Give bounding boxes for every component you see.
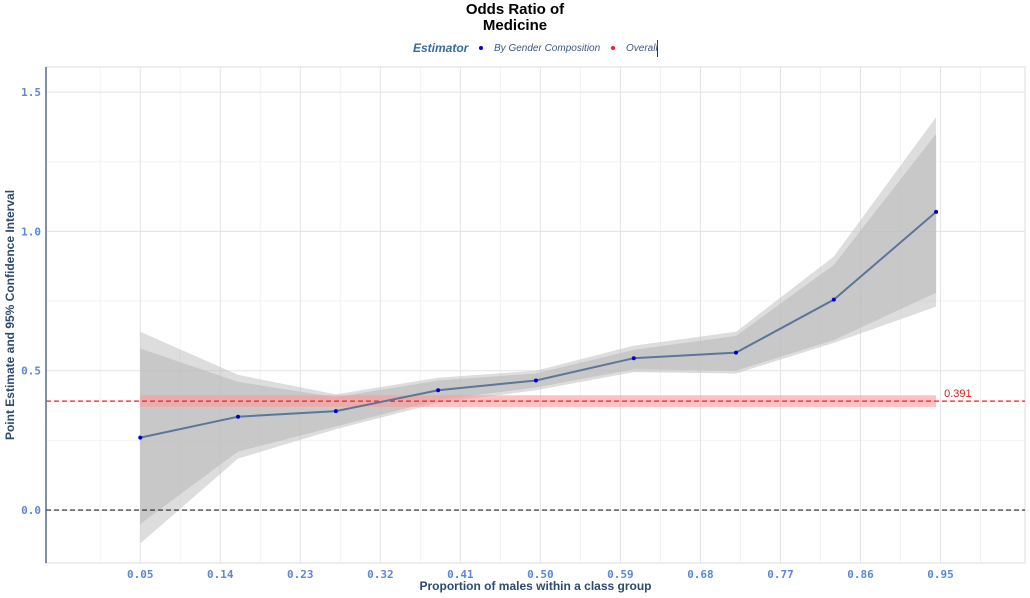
y-axis-title: Point Estimate and 95% Confidence Interv… (3, 190, 17, 440)
x-axis-title: Proportion of males within a class group (419, 579, 651, 593)
data-point (333, 409, 338, 414)
data-point (631, 356, 636, 361)
data-point (533, 378, 538, 383)
legend-title: Estimator (413, 41, 469, 55)
tick-labels: 0.05 0.14 0.23 0.32 0.41 0.50 0.59 0.68 0.77 0.86… (21, 86, 954, 581)
x-tick-label: 0.05 (127, 568, 154, 581)
overall-estimate (46, 395, 1025, 511)
data-point (934, 209, 939, 214)
y-tick-label: 0.5 (21, 365, 41, 378)
y-tick-label: 1.5 (21, 86, 41, 99)
x-tick-label: 0.32 (367, 568, 394, 581)
data-point (831, 297, 836, 302)
x-tick-label: 0.77 (767, 568, 794, 581)
legend-marker-by-gender-icon (479, 46, 483, 50)
ci-band-inner (140, 133, 937, 524)
legend-label-by-gender: By Gender Composition (494, 43, 601, 54)
x-tick-label: 0.50 (527, 568, 554, 581)
x-tick-label: 0.68 (687, 568, 714, 581)
x-tick-label: 0.95 (927, 568, 954, 581)
chart-title: Odds Ratio of Medicine (0, 2, 1030, 34)
chart-title-line2: Medicine (482, 17, 548, 34)
overall-value-label: 0.391 (944, 388, 972, 400)
data-point (138, 435, 143, 440)
y-tick-label: 0.0 (21, 504, 41, 517)
confidence-bands (140, 117, 937, 544)
x-tick-label: 0.41 (447, 568, 474, 581)
x-tick-label: 0.59 (607, 568, 634, 581)
y-tick-label: 1.0 (21, 225, 41, 238)
data-point (236, 414, 241, 419)
legend: Estimator By Gender Composition Overall (411, 40, 658, 57)
data-point (734, 350, 739, 355)
x-tick-label: 0.14 (207, 568, 234, 581)
series-points (138, 209, 939, 440)
legend-label-overall: Overall (626, 43, 658, 54)
legend-marker-overall-icon (611, 46, 615, 50)
x-tick-label: 0.23 (287, 568, 314, 581)
data-point (436, 388, 441, 393)
chart-title-line1: Odds Ratio of (465, 1, 565, 18)
x-tick-label: 0.86 (847, 568, 874, 581)
